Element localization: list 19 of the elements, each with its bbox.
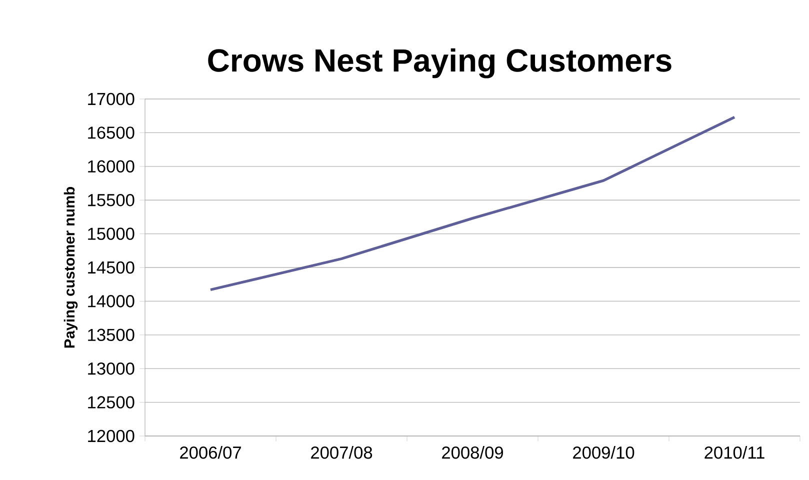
y-tick-label: 16500 bbox=[88, 126, 134, 139]
y-tick-label: 15500 bbox=[88, 194, 134, 206]
chart-title: Crows Nest Paying Customers bbox=[208, 48, 672, 78]
x-tick-label: 2009/10 bbox=[573, 446, 634, 459]
y-tick-label: 13000 bbox=[88, 362, 134, 375]
y-tick-label: 14000 bbox=[88, 295, 134, 308]
y-tick-label: 12500 bbox=[88, 396, 134, 408]
x-tick-label: 2007/08 bbox=[311, 446, 372, 459]
x-tick-label: 2006/07 bbox=[180, 446, 241, 459]
y-tick-label: 17000 bbox=[88, 92, 134, 106]
y-tick-label: 15000 bbox=[88, 228, 134, 240]
y-axis-title: Paying customer numb bbox=[64, 187, 78, 348]
y-tick-label: 14500 bbox=[88, 261, 134, 274]
x-tick-label: 2010/11 bbox=[704, 446, 764, 459]
x-tick-label: 2008/09 bbox=[442, 446, 504, 459]
y-tick-label: 12000 bbox=[88, 430, 134, 442]
y-tick-label: 16000 bbox=[88, 160, 134, 173]
y-tick-label: 13500 bbox=[88, 328, 134, 342]
line-series bbox=[209, 116, 736, 292]
